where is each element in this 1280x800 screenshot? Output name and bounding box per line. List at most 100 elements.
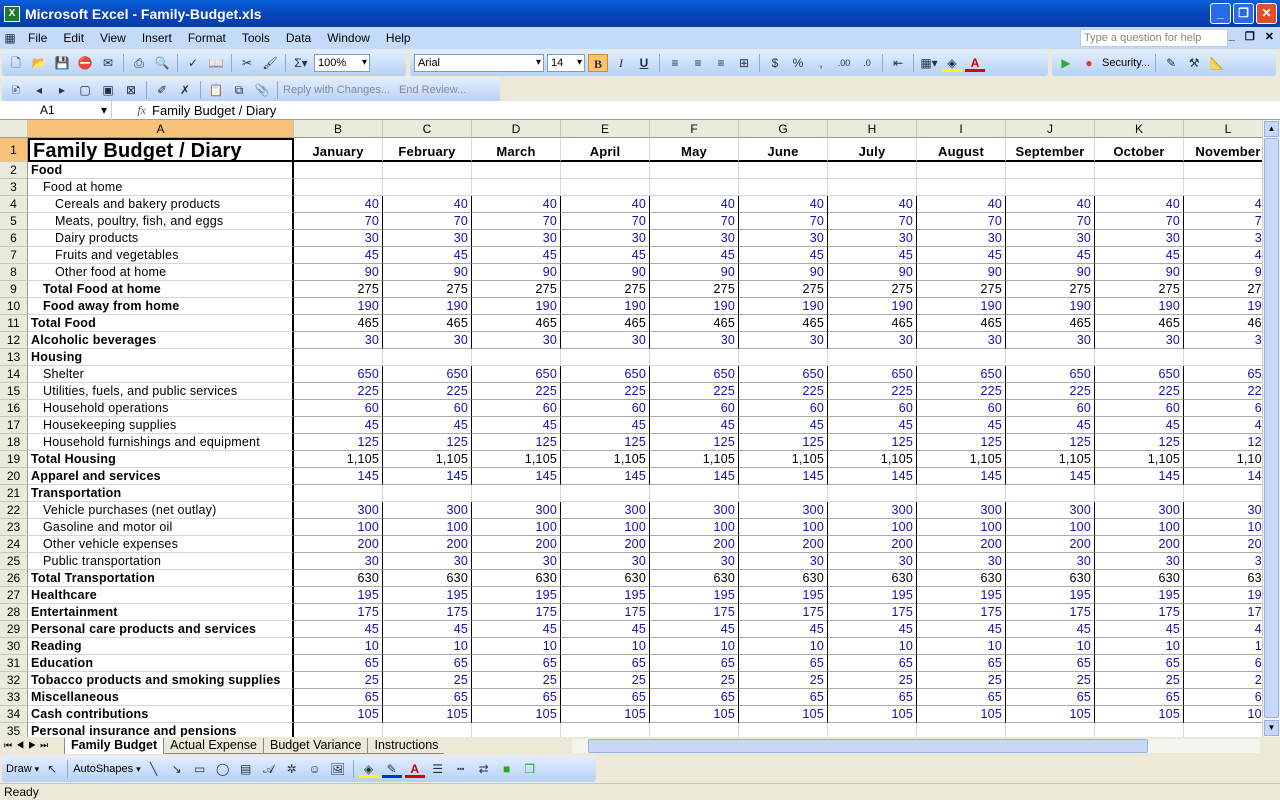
amount-cell[interactable]: 60	[828, 400, 917, 417]
amount-cell[interactable]: 45	[294, 247, 383, 264]
amount-cell[interactable]	[650, 723, 739, 737]
control-toolbox-icon[interactable]: ⚒	[1188, 56, 1200, 70]
amount-cell[interactable]: 145	[294, 468, 383, 485]
reply-with-changes-button[interactable]: Reply with Changes...	[283, 84, 390, 96]
doc-close-button[interactable]: ✕	[1264, 31, 1274, 43]
formula-input[interactable]: Family Budget / Diary	[152, 102, 277, 118]
amount-cell[interactable]: 300	[1184, 502, 1262, 519]
amount-cell[interactable]	[650, 179, 739, 196]
amount-cell[interactable]: 105	[472, 706, 561, 723]
amount-cell[interactable]: 125	[383, 434, 472, 451]
rectangle-icon[interactable]: ▭	[194, 762, 206, 776]
amount-cell[interactable]: 30	[561, 230, 650, 247]
month-header[interactable]: September	[1006, 138, 1095, 162]
row-label[interactable]: Public transportation	[28, 553, 294, 570]
amount-cell[interactable]: 90	[561, 264, 650, 281]
amount-cell[interactable]: 105	[1184, 706, 1262, 723]
column-header-F[interactable]: F	[650, 120, 739, 138]
amount-cell[interactable]: 300	[739, 502, 828, 519]
amount-cell[interactable]: 630	[650, 570, 739, 587]
amount-cell[interactable]: 275	[1095, 281, 1184, 298]
amount-cell[interactable]: 1,105	[917, 451, 1006, 468]
amount-cell[interactable]: 25	[917, 672, 1006, 689]
amount-cell[interactable]: 100	[650, 519, 739, 536]
amount-cell[interactable]: 125	[917, 434, 1006, 451]
amount-cell[interactable]: 145	[383, 468, 472, 485]
dash-style-icon[interactable]: ┅	[457, 762, 465, 776]
amount-cell[interactable]: 25	[383, 672, 472, 689]
amount-cell[interactable]: 25	[1006, 672, 1095, 689]
row-header-23[interactable]: 23	[0, 519, 28, 536]
row-label[interactable]: Vehicle purchases (net outlay)	[28, 502, 294, 519]
amount-cell[interactable]: 45	[1006, 417, 1095, 434]
amount-cell[interactable]: 145	[739, 468, 828, 485]
amount-cell[interactable]: 145	[828, 468, 917, 485]
amount-cell[interactable]: 65	[1184, 655, 1262, 672]
row-header-19[interactable]: 19	[0, 451, 28, 468]
amount-cell[interactable]: 25	[739, 672, 828, 689]
row-label[interactable]: Entertainment	[28, 604, 294, 621]
amount-cell[interactable]: 105	[828, 706, 917, 723]
amount-cell[interactable]	[561, 179, 650, 196]
print-icon[interactable]: ⎙	[134, 56, 144, 70]
align-right-icon[interactable]: ≡	[717, 56, 725, 70]
amount-cell[interactable]: 30	[917, 553, 1006, 570]
amount-cell[interactable]: 300	[917, 502, 1006, 519]
text-box-icon[interactable]: ▤	[240, 762, 252, 776]
amount-cell[interactable]: 100	[294, 519, 383, 536]
amount-cell[interactable]: 225	[561, 383, 650, 400]
amount-cell[interactable]: 70	[917, 213, 1006, 230]
amount-cell[interactable]: 465	[650, 315, 739, 332]
select-objects-icon[interactable]: ↖	[47, 762, 58, 776]
track-changes-icon[interactable]: 📋	[208, 83, 224, 97]
amount-cell[interactable]: 275	[917, 281, 1006, 298]
amount-cell[interactable]: 105	[1006, 706, 1095, 723]
amount-cell[interactable]: 60	[1184, 400, 1262, 417]
new-icon[interactable]: 🗋	[11, 56, 21, 70]
clip-art-icon[interactable]: ☺	[308, 762, 321, 776]
amount-cell[interactable]: 175	[472, 604, 561, 621]
amount-cell[interactable]: 465	[1095, 315, 1184, 332]
amount-cell[interactable]	[1095, 485, 1184, 502]
amount-cell[interactable]: 630	[828, 570, 917, 587]
amount-cell[interactable]: 1,105	[294, 451, 383, 468]
amount-cell[interactable]	[828, 485, 917, 502]
row-label[interactable]: Food away from home	[28, 298, 294, 315]
tab-scroll-buttons[interactable]: ⏮◀▶⏭	[4, 740, 53, 750]
picture-icon[interactable]: 🖼	[330, 762, 346, 776]
row-label[interactable]: Miscellaneous	[28, 689, 294, 706]
amount-cell[interactable]: 65	[561, 655, 650, 672]
amount-cell[interactable]: 65	[828, 655, 917, 672]
amount-cell[interactable]	[472, 485, 561, 502]
amount-cell[interactable]: 225	[294, 383, 383, 400]
column-header-J[interactable]: J	[1006, 120, 1095, 138]
amount-cell[interactable]	[828, 723, 917, 737]
amount-cell[interactable]: 45	[650, 417, 739, 434]
amount-cell[interactable]: 45	[1006, 247, 1095, 264]
row-header-9[interactable]: 9	[0, 281, 28, 298]
amount-cell[interactable]	[1006, 162, 1095, 179]
amount-cell[interactable]: 650	[1095, 366, 1184, 383]
amount-cell[interactable]: 10	[1006, 638, 1095, 655]
row-header-18[interactable]: 18	[0, 434, 28, 451]
month-header[interactable]: February	[383, 138, 472, 162]
amount-cell[interactable]: 200	[1095, 536, 1184, 553]
row-header-11[interactable]: 11	[0, 315, 28, 332]
row-label[interactable]: Reading	[28, 638, 294, 655]
amount-cell[interactable]: 275	[828, 281, 917, 298]
amount-cell[interactable]: 10	[1095, 638, 1184, 655]
row-label[interactable]: Household furnishings and equipment	[28, 434, 294, 451]
amount-cell[interactable]: 65	[561, 689, 650, 706]
amount-cell[interactable]	[294, 162, 383, 179]
row-label[interactable]: Cash contributions	[28, 706, 294, 723]
amount-cell[interactable]: 45	[917, 621, 1006, 638]
amount-cell[interactable]: 190	[828, 298, 917, 315]
amount-cell[interactable]: 65	[1095, 655, 1184, 672]
amount-cell[interactable]	[294, 723, 383, 737]
design-mode-icon[interactable]: 📐	[1209, 56, 1225, 70]
amount-cell[interactable]: 60	[917, 400, 1006, 417]
amount-cell[interactable]	[739, 485, 828, 502]
vertical-scroll-thumb[interactable]	[1264, 138, 1279, 718]
amount-cell[interactable]: 195	[828, 587, 917, 604]
end-review-button[interactable]: End Review...	[399, 84, 467, 96]
